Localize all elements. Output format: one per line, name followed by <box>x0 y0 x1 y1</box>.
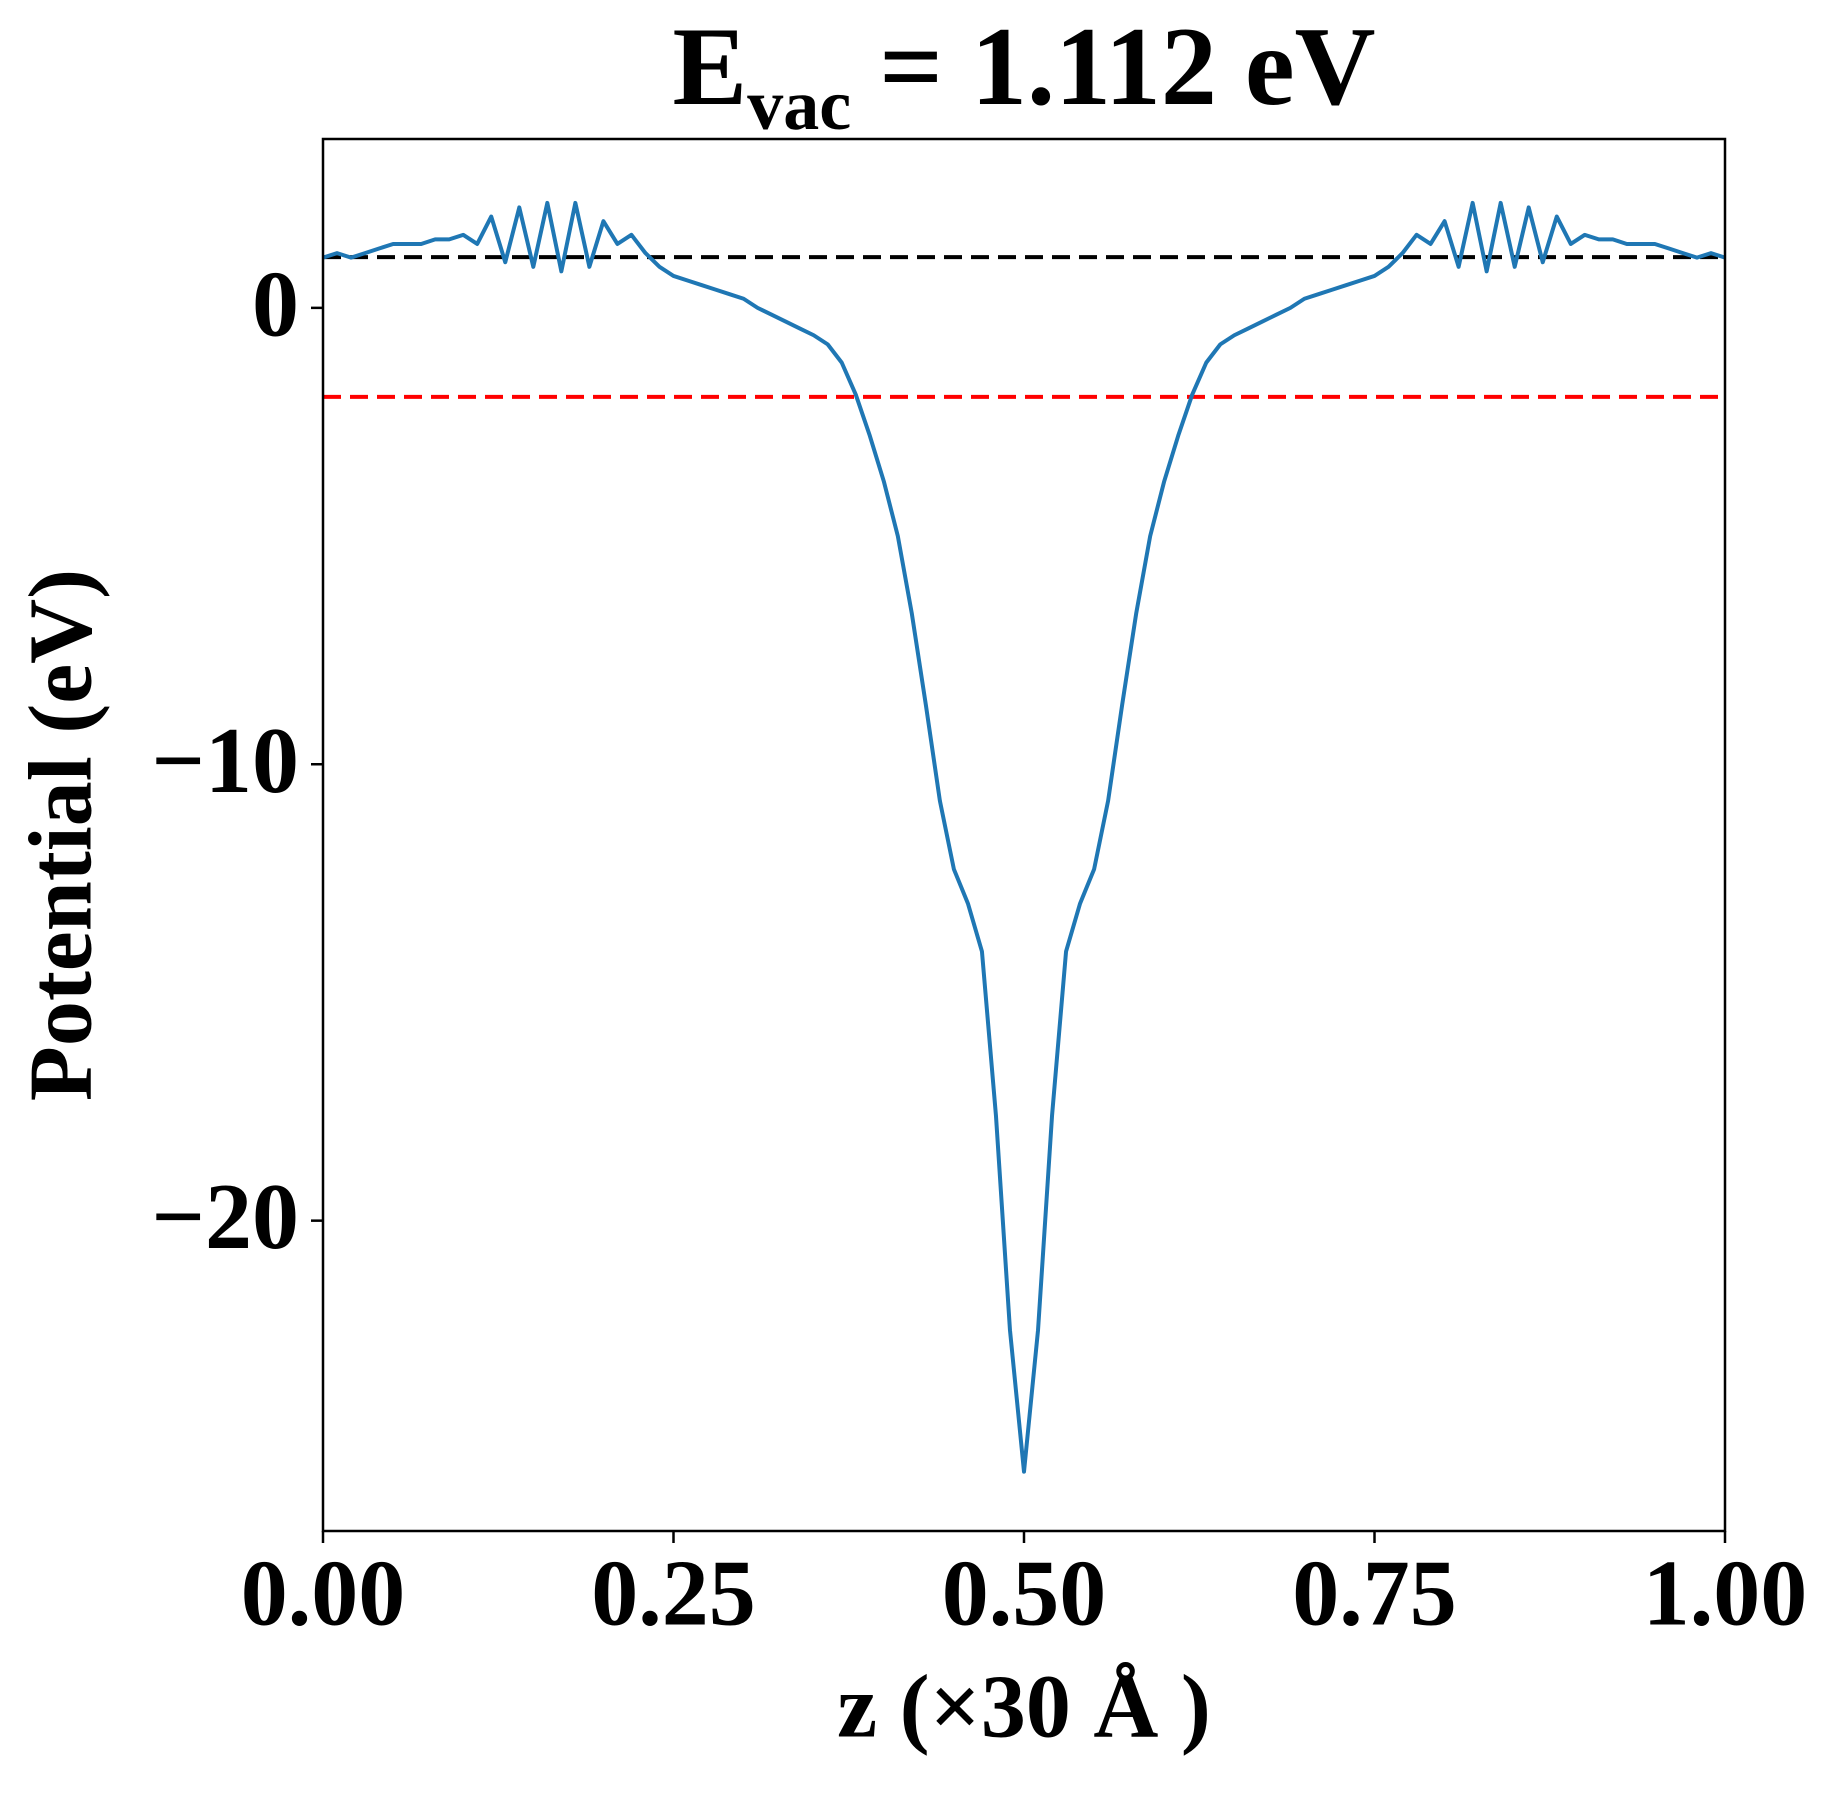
data-line <box>322 200 1726 1474</box>
y-tick-label: −10 <box>151 709 299 813</box>
x-tick-label: 0.25 <box>591 1542 756 1646</box>
chart-title: Evac = 1.112 eV <box>673 5 1376 145</box>
title-rest: = 1.112 eV <box>851 5 1375 129</box>
x-tick-label: 0.00 <box>241 1542 406 1646</box>
plot-frame <box>321 137 1727 1533</box>
x-axis-label: z (×30 Å ) <box>837 1658 1211 1757</box>
y-tick-label: 0 <box>252 252 299 356</box>
y-tick-label: −20 <box>151 1165 299 1269</box>
x-tick-label: 1.00 <box>1643 1542 1808 1646</box>
title-main: E <box>673 5 748 129</box>
x-tick-label: 0.50 <box>942 1542 1107 1646</box>
y-axis-label: Potential (eV) <box>12 569 111 1101</box>
title-subscript: vac <box>747 65 851 145</box>
x-tick-label: 0.75 <box>1292 1542 1457 1646</box>
